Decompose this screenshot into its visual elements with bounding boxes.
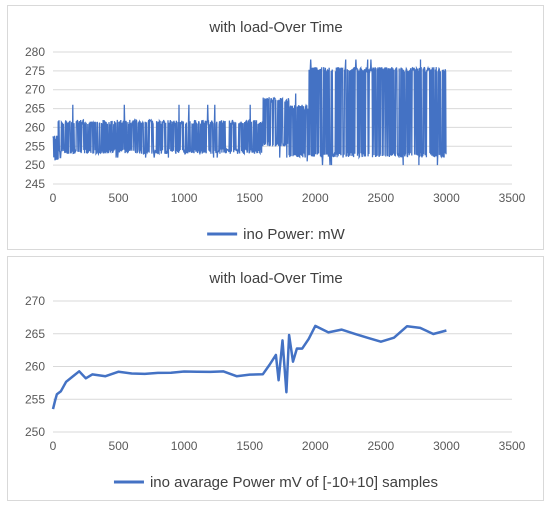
series-line-average — [51, 324, 447, 410]
x-tick-label: 1000 — [171, 191, 198, 205]
x-tick-label: 0 — [50, 191, 57, 205]
y-tick-label: 270 — [25, 83, 45, 97]
chart-panel-average-power: with load-Over Time 250 255 260 265 270 0 500 10… — [7, 256, 544, 501]
x-tick-label: 500 — [109, 439, 129, 453]
x-tick-label: 3000 — [433, 439, 460, 453]
x-tick-label: 1500 — [236, 439, 263, 453]
x-tick-label: 3500 — [499, 191, 526, 205]
y-tick-label: 250 — [25, 158, 45, 172]
y-tick-label: 275 — [25, 64, 45, 78]
x-tick-label: 2000 — [302, 191, 329, 205]
legend-label: ino avarage Power mV of [-10+10] samples — [150, 474, 438, 491]
chart-title: with load-Over Time — [208, 19, 342, 36]
series-line-power — [52, 59, 447, 166]
y-tick-label: 245 — [25, 177, 45, 191]
y-tick-label: 260 — [25, 120, 45, 134]
y-tick-label: 265 — [25, 102, 45, 116]
x-tick-label: 2500 — [368, 439, 395, 453]
x-tick-label: 3000 — [433, 191, 460, 205]
y-tick-label: 270 — [25, 294, 45, 308]
x-tick-label: 1000 — [171, 439, 198, 453]
x-tick-label: 3500 — [499, 439, 526, 453]
y-tick-label: 255 — [25, 392, 45, 406]
x-tick-label: 2000 — [302, 439, 329, 453]
y-tick-label: 280 — [25, 45, 45, 59]
y-tick-label: 260 — [25, 360, 45, 374]
chart-title: with load-Over Time — [208, 270, 342, 287]
chart-panel-power: with load-Over Time 245 250 255 260 265 270 275… — [7, 5, 544, 250]
y-tick-label: 255 — [25, 139, 45, 153]
x-tick-label: 0 — [50, 439, 57, 453]
x-tick-label: 500 — [109, 191, 129, 205]
y-tick-label: 265 — [25, 327, 45, 341]
x-tick-label: 1500 — [236, 191, 263, 205]
chart-average-power-svg: with load-Over Time 250 255 260 265 270 0 500 10… — [25, 270, 526, 491]
x-tick-label: 2500 — [368, 191, 395, 205]
y-tick-label: 250 — [25, 425, 45, 439]
chart-power-svg: with load-Over Time 245 250 255 260 265 270 275… — [25, 19, 526, 243]
legend-label: ino Power: mW — [243, 226, 346, 243]
